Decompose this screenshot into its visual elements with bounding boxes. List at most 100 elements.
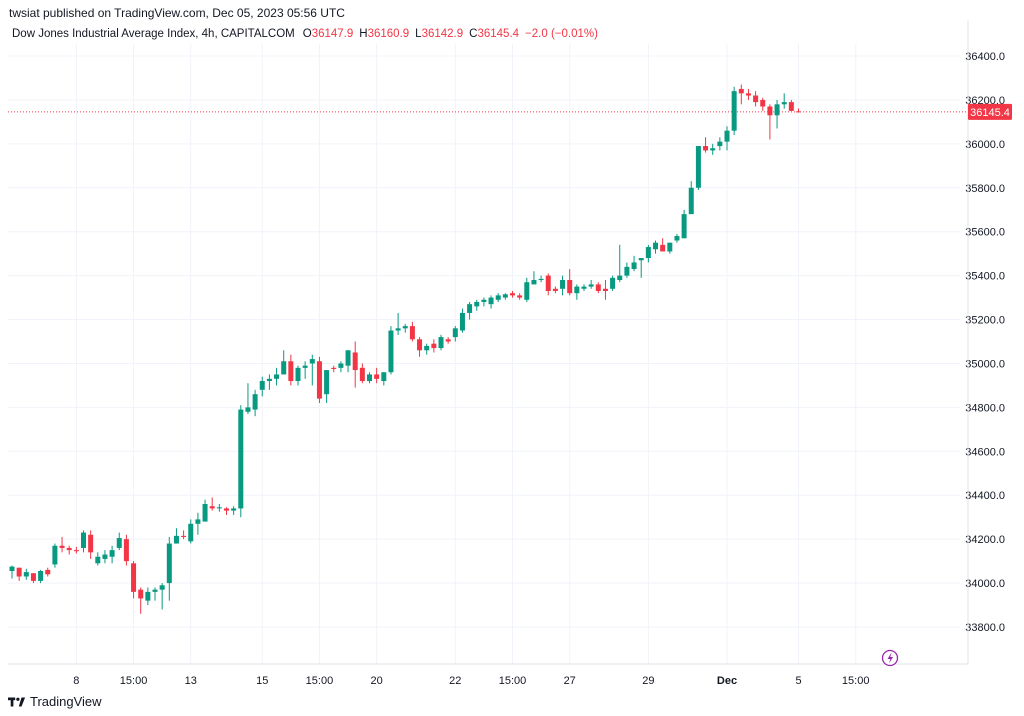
high-label: H <box>359 28 368 40</box>
candle-body <box>688 187 694 215</box>
x-tick-label: 5 <box>795 675 801 687</box>
candle-body <box>710 148 716 151</box>
open-value: 36147.9 <box>311 28 354 40</box>
candle-body <box>16 567 22 577</box>
candle-body <box>145 591 151 601</box>
y-tick-label: 34200.0 <box>965 534 1005 546</box>
candle-body <box>52 545 58 565</box>
candle-body <box>359 367 365 382</box>
candle-body <box>474 301 480 307</box>
candle-body <box>181 535 187 537</box>
candle-body <box>731 91 737 131</box>
candle-body <box>502 294 508 298</box>
candle-body <box>352 352 358 371</box>
candle-body <box>545 275 551 291</box>
candle-body <box>30 573 36 581</box>
candle-body <box>81 532 86 548</box>
candle-body <box>667 242 673 252</box>
candle-body <box>610 277 616 289</box>
last-price-tag-label: 36145.4 <box>970 107 1010 119</box>
events-flash-icon[interactable] <box>881 649 899 667</box>
candle-body <box>188 523 194 542</box>
last-price-tag <box>968 103 1012 120</box>
candle-body <box>274 374 280 379</box>
candle-body <box>281 361 287 375</box>
candle-body <box>753 95 759 103</box>
candle-body <box>738 88 744 94</box>
change-value: −2.0 (−0.01%) <box>525 28 598 40</box>
candle-body <box>259 381 265 390</box>
candle-body <box>338 363 344 368</box>
candle-body <box>796 111 801 113</box>
x-tick-label: 15 <box>256 675 268 687</box>
candle-body <box>595 284 601 291</box>
candle-body <box>95 556 101 564</box>
candle-body <box>402 326 408 329</box>
candle-body <box>316 361 322 399</box>
x-tick-label: 15:00 <box>306 675 334 687</box>
candle-body <box>524 282 530 300</box>
tradingview-footer: TradingView <box>8 694 102 709</box>
candle-body <box>438 337 444 349</box>
y-tick-label: 34400.0 <box>965 490 1005 502</box>
candle-body <box>302 365 308 368</box>
y-tick-label: 35000.0 <box>965 358 1005 370</box>
candle-body <box>166 543 172 584</box>
y-tick-label: 34000.0 <box>965 578 1005 590</box>
candle-body <box>209 506 215 509</box>
candle-body <box>788 102 794 111</box>
candle-body <box>73 550 79 552</box>
candle-body <box>581 286 587 289</box>
candle-body <box>495 295 501 300</box>
candle-body <box>23 572 29 577</box>
open-label: O <box>302 28 312 40</box>
tradingview-brand: TradingView <box>30 694 102 709</box>
x-tick-label: 13 <box>185 675 197 687</box>
candle-body <box>374 374 380 379</box>
x-tick-label: 22 <box>449 675 461 687</box>
candle-body <box>123 539 129 562</box>
close-label: C <box>469 28 478 40</box>
candle-body <box>767 106 773 116</box>
high-value: 36160.9 <box>367 28 410 40</box>
y-tick-label: 35200.0 <box>965 315 1005 327</box>
ohlc-legend: Dow Jones Industrial Average Index, 4h, … <box>12 28 604 40</box>
close-value: 36145.4 <box>477 28 520 40</box>
candle-body <box>45 569 51 575</box>
candle-body <box>309 359 315 364</box>
candle-body <box>409 326 415 340</box>
y-tick-label: 36000.0 <box>965 139 1005 151</box>
candle-body <box>66 547 72 551</box>
tradingview-logo-icon <box>8 697 26 706</box>
candle-body <box>567 280 573 294</box>
low-label: L <box>415 28 422 40</box>
candle-body <box>517 295 523 298</box>
y-tick-label: 36400.0 <box>965 51 1005 63</box>
candle-body <box>645 247 651 259</box>
candle-body <box>781 102 787 105</box>
candle-body <box>760 99 766 107</box>
candle-body <box>467 304 473 313</box>
candle-body <box>288 361 294 382</box>
candle-body <box>224 508 229 511</box>
candle-body <box>452 328 458 338</box>
candle-body <box>717 141 723 147</box>
candle-body <box>510 293 515 296</box>
candle-body <box>231 508 237 511</box>
candle-body <box>552 288 558 291</box>
candle-body <box>531 280 537 285</box>
low-value: 36142.9 <box>421 28 464 40</box>
candle-body <box>173 535 179 544</box>
y-tick-label: 34600.0 <box>965 446 1005 458</box>
candle-body <box>481 299 487 302</box>
candle-body <box>574 286 580 294</box>
candle-body <box>152 589 158 592</box>
candle-body <box>602 288 608 291</box>
candle-body <box>324 370 330 395</box>
candle-body <box>424 345 430 351</box>
candle-body <box>202 504 208 522</box>
candle-body <box>216 507 222 509</box>
instrument-name: Dow Jones Industrial Average Index, 4h, … <box>12 28 295 40</box>
candle-body <box>774 104 780 116</box>
